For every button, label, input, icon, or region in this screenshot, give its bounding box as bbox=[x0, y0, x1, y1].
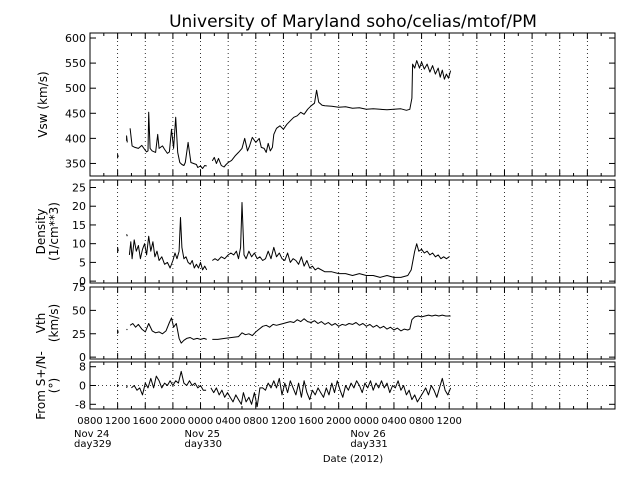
panel-3: 0 25 50 75 Vth(km/s) bbox=[34, 281, 616, 364]
chart-title: University of Maryland soho/celias/mtof/… bbox=[169, 12, 537, 32]
y-tick-label: 0 bbox=[79, 380, 86, 393]
data-series-segment bbox=[129, 317, 207, 344]
x-axis-label: Date (2012) bbox=[323, 454, 383, 465]
y-tick-label: 500 bbox=[65, 82, 86, 95]
y-tick-label: 50 bbox=[72, 304, 86, 317]
y-tick-label: 8 bbox=[79, 361, 86, 374]
y-tick-label: 400 bbox=[65, 132, 86, 145]
data-series-segment bbox=[212, 202, 450, 278]
y-axis-label: Vth(km/s) bbox=[34, 304, 61, 342]
panel-1: 350 400 450 500 550 600 Vsw (km/s) bbox=[36, 32, 616, 177]
y-axis-label: From S+/N-(°) bbox=[34, 351, 61, 420]
data-series-segment bbox=[210, 377, 452, 408]
x-tick-label: 1600 bbox=[298, 416, 323, 427]
y-tick-label: 10 bbox=[72, 238, 86, 251]
x-tick-label: 0800 bbox=[243, 416, 268, 427]
data-series-segment bbox=[128, 217, 208, 271]
y-tick-label: 20 bbox=[72, 200, 86, 213]
x-tick-label: 0000 bbox=[354, 416, 379, 427]
y-axis-label: Vsw (km/s) bbox=[36, 71, 50, 137]
y-tick-label: 600 bbox=[65, 32, 86, 45]
x-tick-label: 0400 bbox=[215, 416, 240, 427]
data-series-segment bbox=[117, 329, 119, 334]
day-marker-date: Nov 25 bbox=[185, 429, 220, 440]
y-tick-label: 0 bbox=[79, 351, 86, 364]
y-tick-label: 25 bbox=[72, 181, 86, 194]
day-marker-doy: day331 bbox=[350, 439, 387, 450]
y-tick-label: 0 bbox=[79, 275, 86, 288]
x-tick-label: 1200 bbox=[105, 416, 130, 427]
y-tick-label: 75 bbox=[72, 281, 86, 294]
data-series-segment bbox=[131, 370, 207, 396]
y-tick-label: 15 bbox=[72, 219, 86, 232]
data-series-segment bbox=[117, 153, 119, 159]
day-marker-doy: day330 bbox=[185, 439, 222, 450]
x-tick-label: 1600 bbox=[133, 416, 158, 427]
data-series-segment bbox=[129, 111, 207, 169]
x-tick-label: 0800 bbox=[409, 416, 434, 427]
panel-2: 0 5 10 15 20 25 Density(1/cm**3) bbox=[34, 179, 616, 288]
x-tick-label: 2000 bbox=[326, 416, 351, 427]
y-tick-label: -8 bbox=[75, 398, 86, 411]
data-series-segment bbox=[126, 385, 128, 389]
x-tick-label: 1200 bbox=[271, 416, 296, 427]
data-series-segment bbox=[211, 60, 452, 168]
data-series-segment bbox=[212, 314, 451, 340]
day-marker-doy: day329 bbox=[74, 439, 111, 450]
panel-frame bbox=[89, 179, 616, 284]
data-series-segment bbox=[126, 234, 128, 237]
day-marker-date: Nov 26 bbox=[350, 429, 385, 440]
x-tick-label: 0400 bbox=[381, 416, 406, 427]
x-axis-tick-labels: 0800 1200 1600 2000 0000 0400 0800 1200 1600 2000… bbox=[77, 416, 462, 427]
x-tick-label: 0000 bbox=[188, 416, 213, 427]
y-tick-label: 450 bbox=[65, 107, 86, 120]
day-marker-date: Nov 24 bbox=[74, 429, 109, 440]
y-tick-label: 5 bbox=[79, 256, 86, 269]
data-series-segment bbox=[126, 328, 128, 331]
y-tick-label: 25 bbox=[72, 328, 86, 341]
y-tick-label: 350 bbox=[65, 157, 86, 170]
x-tick-label: 2000 bbox=[160, 416, 185, 427]
y-tick-label: 550 bbox=[65, 57, 86, 70]
y-axis-label: Density(1/cm**3) bbox=[34, 202, 61, 261]
panel-frame bbox=[89, 32, 616, 177]
data-series-segment bbox=[126, 135, 128, 143]
data-series-segment bbox=[117, 246, 119, 253]
x-tick-label: 1200 bbox=[436, 416, 461, 427]
x-tick-label: 0800 bbox=[77, 416, 102, 427]
